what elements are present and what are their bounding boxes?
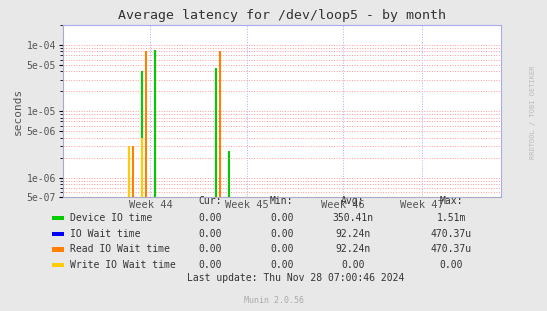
Text: Min:: Min: <box>270 196 293 206</box>
Text: 350.41n: 350.41n <box>332 213 374 223</box>
Text: IO Wait time: IO Wait time <box>70 229 141 239</box>
Text: 1.51m: 1.51m <box>437 213 466 223</box>
Text: 0.00: 0.00 <box>341 260 364 270</box>
Text: 0.00: 0.00 <box>270 229 293 239</box>
Text: 470.37u: 470.37u <box>430 229 472 239</box>
Text: 0.00: 0.00 <box>199 229 222 239</box>
Text: 0.00: 0.00 <box>440 260 463 270</box>
Text: Avg:: Avg: <box>341 196 364 206</box>
Text: Read IO Wait time: Read IO Wait time <box>70 244 170 254</box>
Text: 0.00: 0.00 <box>270 244 293 254</box>
Text: 92.24n: 92.24n <box>335 229 370 239</box>
Y-axis label: seconds: seconds <box>13 88 22 135</box>
Text: 0.00: 0.00 <box>199 213 222 223</box>
Text: Device IO time: Device IO time <box>70 213 152 223</box>
Text: 92.24n: 92.24n <box>335 244 370 254</box>
Text: RRDTOOL / TOBI OETIKER: RRDTOOL / TOBI OETIKER <box>531 65 536 159</box>
Text: 0.00: 0.00 <box>270 260 293 270</box>
Text: 470.37u: 470.37u <box>430 244 472 254</box>
Text: 0.00: 0.00 <box>199 260 222 270</box>
Text: Write IO Wait time: Write IO Wait time <box>70 260 176 270</box>
Title: Average latency for /dev/loop5 - by month: Average latency for /dev/loop5 - by mont… <box>118 9 446 22</box>
Text: Last update: Thu Nov 28 07:00:46 2024: Last update: Thu Nov 28 07:00:46 2024 <box>187 273 404 283</box>
Text: Max:: Max: <box>440 196 463 206</box>
Text: Cur:: Cur: <box>199 196 222 206</box>
Text: 0.00: 0.00 <box>270 213 293 223</box>
Text: 0.00: 0.00 <box>199 244 222 254</box>
Text: Munin 2.0.56: Munin 2.0.56 <box>243 296 304 305</box>
